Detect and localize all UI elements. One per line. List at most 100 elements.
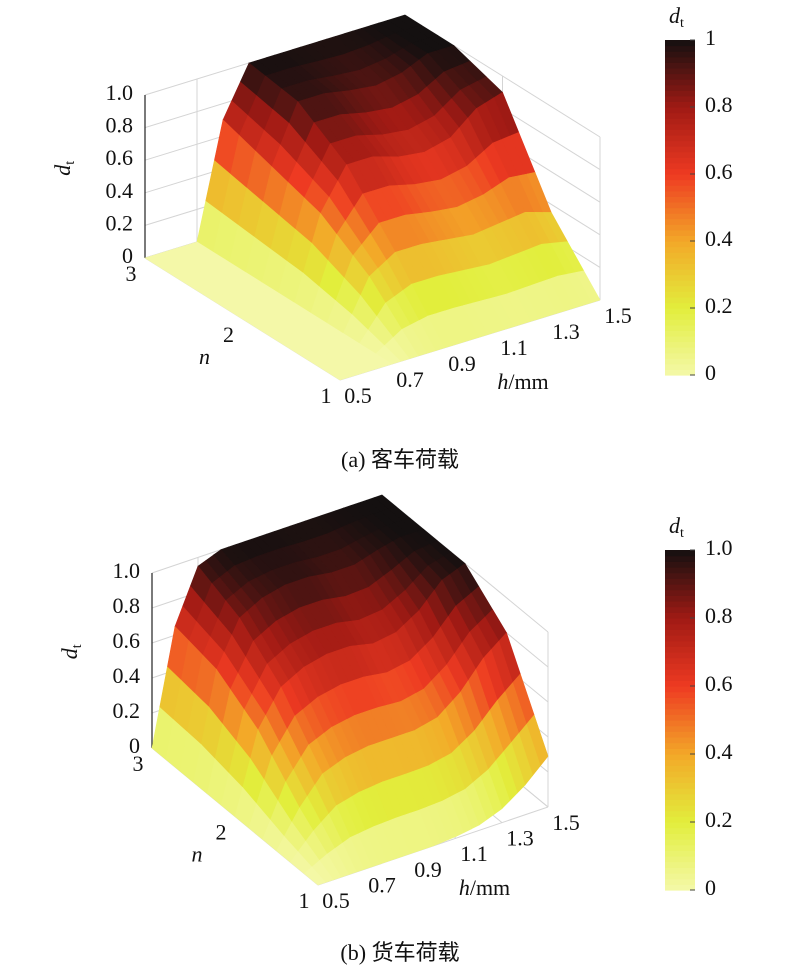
h-tick-label: 0.7: [396, 367, 424, 392]
colorbar-cell: [665, 218, 695, 225]
colorbar-cell: [665, 291, 695, 298]
colorbar-cell: [665, 595, 695, 602]
colorbar-cell: [665, 107, 695, 114]
colorbar-label-sub: t: [680, 526, 684, 541]
caption: (a) 客车荷载: [341, 447, 459, 472]
h-label-unit: /mm: [508, 369, 548, 394]
colorbar-cell: [665, 731, 695, 738]
colorbar-cell: [665, 601, 695, 608]
z-tick-label: 0.4: [113, 663, 141, 688]
colorbar-cell: [665, 737, 695, 744]
colorbar-cell: [665, 95, 695, 103]
colorbar-cell: [665, 652, 695, 659]
colorbar-cell: [665, 720, 695, 727]
colorbar-cell: [665, 669, 695, 676]
z-label-sub: t: [63, 161, 78, 165]
colorbar-tick-label: 0.2: [705, 293, 733, 318]
colorbar-cell: [665, 174, 695, 181]
colorbar-cell: [665, 363, 695, 371]
z-label-sub: t: [70, 644, 85, 648]
h-tick-label: 0.9: [414, 857, 442, 882]
colorbar-cell: [665, 330, 695, 337]
colorbar-tick-label: 0.4: [705, 739, 733, 764]
colorbar-cell: [665, 179, 695, 186]
colorbar-cell: [665, 335, 695, 343]
colorbar-cell: [665, 878, 695, 885]
colorbar-cell: [665, 793, 695, 800]
colorbar-cell: [665, 725, 695, 732]
colorbar-cell: [665, 861, 695, 868]
z-tick-label: 0.8: [113, 593, 141, 618]
z-tick-label: 0: [129, 733, 140, 758]
n-tick-label: 2: [223, 322, 234, 347]
colorbar-cell: [665, 555, 695, 562]
colorbar-cell: [665, 235, 695, 242]
colorbar-tick-label: 1.0: [705, 535, 733, 560]
colorbar-cell: [665, 589, 695, 596]
colorbar-cell: [665, 341, 695, 348]
colorbar-cell: [665, 572, 695, 579]
colorbar-cell: [665, 84, 695, 91]
colorbar-cell: [665, 101, 695, 108]
h-tick-label: 1.3: [552, 319, 580, 344]
colorbar-cell: [665, 822, 695, 829]
colorbar-cell: [665, 550, 695, 557]
colorbar-cell: [665, 352, 695, 359]
colorbar-cell: [665, 714, 695, 721]
colorbar-tick-label: 0: [705, 360, 716, 385]
colorbar-cell: [665, 201, 695, 209]
colorbar-tick-label: 0.8: [705, 603, 733, 628]
colorbar-cell: [665, 697, 695, 704]
colorbar-cell: [665, 162, 695, 170]
colorbar-cell: [665, 118, 695, 125]
colorbar-cell: [665, 788, 695, 795]
h-axis-label: h/mm: [459, 875, 510, 900]
colorbar-cell: [665, 140, 695, 147]
colorbar-cell: [665, 657, 695, 664]
colorbar-cell: [665, 112, 695, 119]
colorbar-label-sub: t: [680, 16, 684, 31]
colorbar-tick-label: 0.6: [705, 159, 733, 184]
h-tick-label: 1.3: [506, 826, 534, 851]
colorbar-cell: [665, 584, 695, 591]
colorbar-cell: [665, 268, 695, 276]
h-label-main: h: [497, 369, 508, 394]
colorbar-cell: [665, 873, 695, 880]
colorbar-tick-label: 0.8: [705, 92, 733, 117]
z-label-main: d: [50, 164, 75, 176]
colorbar-cell: [665, 844, 695, 851]
colorbar-cell: [665, 207, 695, 214]
colorbar-label: dt: [669, 513, 684, 541]
colorbar-cell: [665, 805, 695, 812]
colorbar-cell: [665, 369, 695, 376]
h-label-unit: /mm: [470, 875, 510, 900]
h-tick-label: 1.5: [604, 303, 632, 328]
colorbar-cell: [665, 629, 695, 636]
h-tick-label: 1.1: [460, 841, 488, 866]
z-tick-label: 0.6: [113, 628, 141, 653]
h-tick-label: 0.7: [368, 872, 396, 897]
colorbar-cell: [665, 62, 695, 69]
n-tick-label: 3: [126, 261, 137, 286]
colorbar-cell: [665, 856, 695, 863]
colorbar-cell: [665, 680, 695, 687]
colorbar-cell: [665, 308, 695, 315]
colorbar-cell: [665, 827, 695, 834]
colorbar-label-main: d: [669, 513, 681, 538]
colorbar-cell: [665, 246, 695, 253]
colorbar-cell: [665, 241, 695, 248]
colorbar-cell: [665, 748, 695, 755]
z-tick-label: 0.2: [106, 210, 134, 235]
z-label-main: d: [57, 647, 82, 659]
colorbar-cell: [665, 839, 695, 846]
caption: (b) 货车荷载: [340, 940, 459, 965]
colorbar-cell: [665, 663, 695, 670]
colorbar-tick-label: 0.2: [705, 807, 733, 832]
surface-patch: [323, 366, 350, 381]
colorbar-cell: [665, 146, 695, 153]
colorbar-tick-label: 0: [705, 875, 716, 900]
colorbar-cell: [665, 782, 695, 789]
z-tick-label: 0.2: [113, 698, 141, 723]
colorbar-cell: [665, 708, 695, 715]
